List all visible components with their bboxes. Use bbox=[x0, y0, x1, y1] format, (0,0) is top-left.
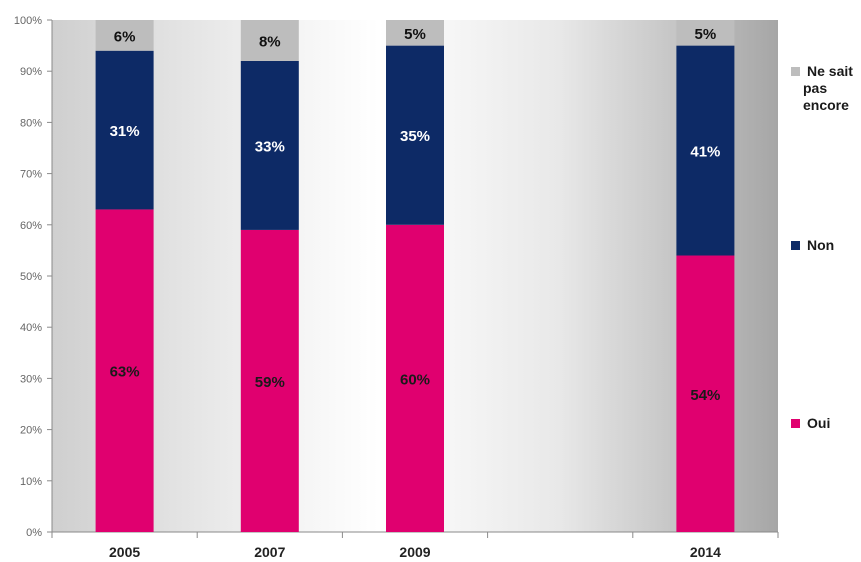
y-tick-label: 70% bbox=[20, 169, 42, 181]
bar-data-label: 8% bbox=[259, 33, 281, 50]
x-tick-label: 2014 bbox=[690, 544, 721, 560]
bar-segment bbox=[240, 60, 299, 230]
y-tick-label: 90% bbox=[20, 66, 42, 78]
legend: Ne sait pas encore Non Oui bbox=[791, 63, 853, 431]
y-tick-label: 100% bbox=[14, 15, 42, 27]
bar-data-label: 5% bbox=[695, 26, 717, 43]
y-tick-label: 60% bbox=[20, 220, 42, 232]
bar-data-label: 54% bbox=[690, 387, 720, 404]
x-tick-label: 2005 bbox=[109, 544, 140, 560]
bar-data-label: 63% bbox=[110, 364, 140, 381]
bar-data-label: 35% bbox=[400, 128, 430, 145]
legend-label: Ne sait pas encore bbox=[803, 63, 853, 113]
x-tick-label: 2009 bbox=[399, 544, 430, 560]
legend-swatch bbox=[791, 241, 800, 250]
y-tick-label: 10% bbox=[20, 476, 42, 488]
y-tick-label: 30% bbox=[20, 373, 42, 385]
y-tick-label: 0% bbox=[26, 527, 42, 539]
bar-segment bbox=[386, 45, 444, 225]
bar-segment bbox=[676, 20, 735, 46]
bar-data-label: 31% bbox=[110, 123, 140, 140]
bar-segment bbox=[240, 20, 299, 61]
bar-segment bbox=[386, 224, 444, 533]
y-axis: 0% 10% 20% 30% 40% 50% 60% 70% 80% 90% 100% bbox=[14, 15, 53, 539]
bar-data-label: 59% bbox=[255, 374, 285, 391]
x-tick-label: 2007 bbox=[254, 544, 285, 560]
legend-label: Non bbox=[807, 237, 834, 253]
bar-segment bbox=[95, 20, 154, 51]
y-tick-label: 80% bbox=[20, 117, 42, 129]
bar-segment bbox=[95, 209, 154, 532]
legend-label: Oui bbox=[807, 415, 830, 431]
legend-swatch bbox=[791, 419, 800, 428]
y-tick-label: 20% bbox=[20, 425, 42, 437]
bar-data-label: 6% bbox=[114, 28, 136, 45]
bar-segment bbox=[240, 229, 299, 533]
x-axis: 2005 2007 2009 2014 bbox=[51, 531, 779, 560]
bar-segment bbox=[95, 50, 154, 210]
bar-segment bbox=[386, 20, 444, 46]
bar-data-label: 33% bbox=[255, 138, 285, 155]
bar-segment bbox=[676, 255, 735, 532]
bar-data-label: 5% bbox=[404, 26, 426, 43]
y-tick-label: 40% bbox=[20, 322, 42, 334]
legend-swatch bbox=[791, 67, 800, 76]
y-tick-label: 50% bbox=[20, 271, 42, 283]
bars: 63% 31% 6% 59% 33% 8% 60% 35% 5% 54% 41% 5% bbox=[95, 20, 735, 533]
bar-data-label: 41% bbox=[690, 144, 720, 161]
bar-data-label: 60% bbox=[400, 371, 430, 388]
bar-segment bbox=[676, 45, 735, 256]
